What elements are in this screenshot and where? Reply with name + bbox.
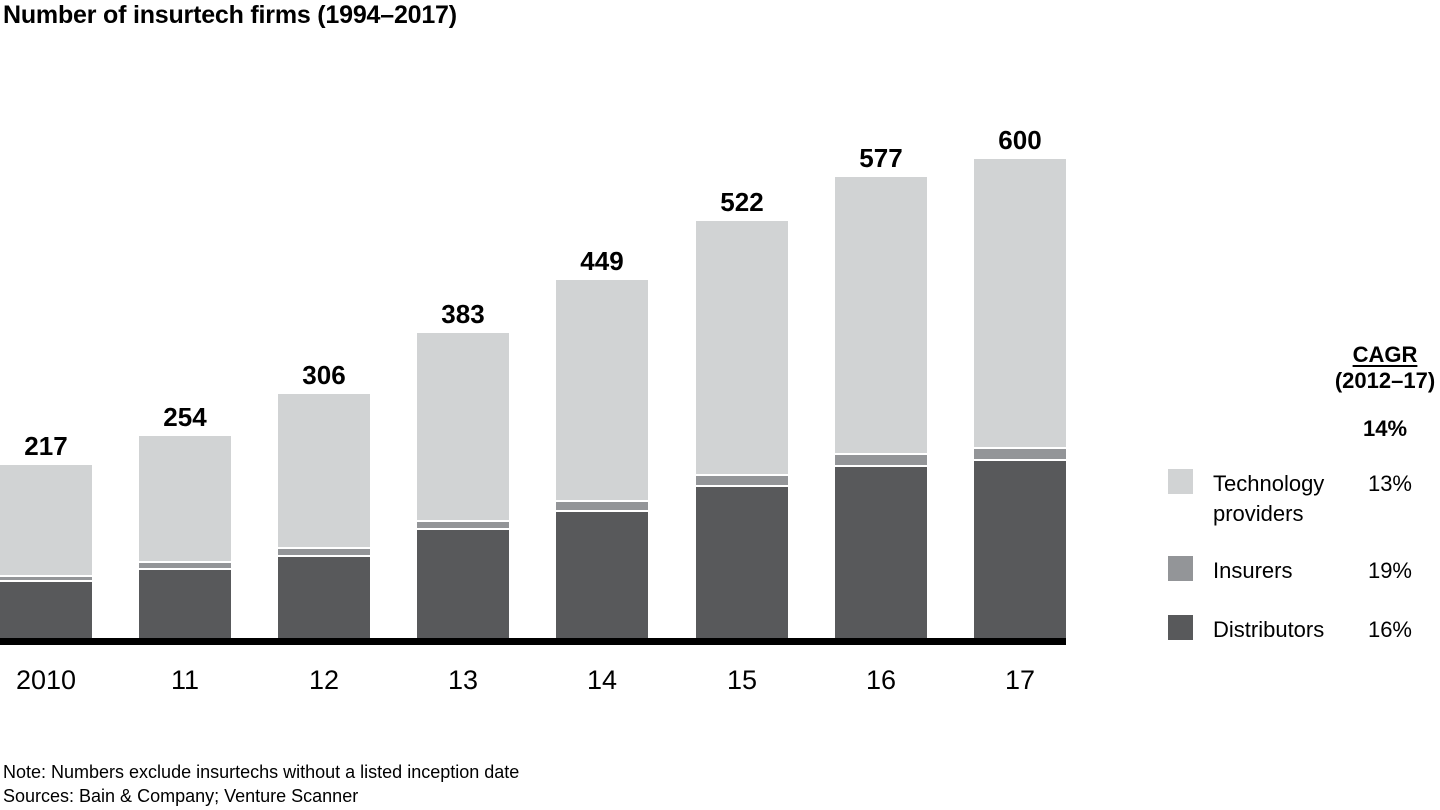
bar-segment-insurers-11: [139, 563, 231, 571]
bar-total-label-11: 254: [163, 401, 207, 432]
x-axis-label-11: 11: [170, 665, 200, 695]
legend-label: Technology providers: [1213, 471, 1325, 526]
legend-item-technology-providers: Technology providers 13%: [1168, 469, 1412, 529]
bar-segment-technology-16: [835, 177, 927, 455]
bar-total-label-14: 449: [580, 245, 624, 276]
insurers-swatch-icon: [1168, 556, 1193, 581]
bar-segment-distributors-14: [556, 511, 648, 639]
x-axis-label-16: 16: [865, 665, 897, 695]
bar-total-label-12: 306: [302, 360, 346, 391]
x-axis-line: [0, 638, 1066, 645]
legend-cagr-value: 16%: [1367, 617, 1412, 642]
plot-area: 217 2010 254 11 306 12 383 13 449 14 522 15 577 16 600…: [0, 125, 1066, 695]
bar-segment-technology-2010: [0, 465, 92, 577]
sources-line: Sources: Bain & Company; Venture Scanner: [3, 785, 359, 806]
bar-segment-distributors-15: [696, 487, 788, 639]
bar-segment-technology-13: [417, 332, 509, 523]
bar-segment-insurers-17: [974, 448, 1066, 462]
note-line: Note: Numbers exclude insurtechs without…: [3, 762, 520, 782]
x-axis-label-2010: 2010: [15, 665, 77, 695]
distributors-swatch-icon: [1168, 615, 1193, 640]
legend-label: Insurers: [1213, 558, 1293, 583]
bar-segment-technology-11: [139, 435, 231, 564]
technology-providers-swatch-icon: [1168, 469, 1193, 494]
bar-segment-insurers-16: [835, 455, 927, 467]
legend-label: Distributors: [1213, 617, 1325, 642]
x-axis-label-17: 17: [1004, 665, 1036, 695]
cagr-header-block: CAGR (2012–17) 14%: [1285, 342, 1440, 442]
stacked-bar-14: [556, 279, 648, 639]
bar-segment-insurers-12: [278, 549, 370, 558]
bar-total-label-17: 600: [998, 125, 1042, 155]
bar-total-label-16: 577: [859, 143, 903, 174]
legend-item-insurers: Insurers 19%: [1168, 556, 1412, 586]
legend-cagr-value: 19%: [1367, 558, 1412, 583]
chart-title: Number of insurtech firms (1994–2017): [3, 1, 457, 29]
bar-segment-technology-14: [556, 279, 648, 503]
bar-segment-insurers-13: [417, 522, 509, 531]
stacked-bar-11: [139, 435, 231, 639]
bar-total-label-13: 383: [441, 298, 485, 329]
bar-segment-technology-12: [278, 394, 370, 550]
x-axis-label-15: 15: [726, 665, 758, 695]
x-axis-label-13: 13: [447, 665, 479, 695]
stacked-bar-13: [417, 332, 509, 639]
bar-total-label-15: 522: [720, 187, 764, 218]
legend-item-distributors: Distributors 16%: [1168, 615, 1412, 645]
stacked-bar-16: [835, 177, 927, 639]
cagr-header-title: CAGR: [1352, 342, 1418, 367]
footnotes: Note: Numbers exclude insurtechs without…: [3, 761, 519, 808]
bar-segment-distributors-17: [974, 461, 1066, 639]
cagr-header-period: (2012–17): [1334, 368, 1436, 393]
bar-total-label-2010: 217: [24, 431, 68, 462]
bar-segment-technology-17: [974, 159, 1066, 449]
x-axis-label-14: 14: [586, 665, 618, 695]
bar-segment-insurers-14: [556, 502, 648, 512]
bar-segment-technology-15: [696, 221, 788, 476]
stacked-bar-2010: [0, 465, 92, 639]
cagr-total-value: 14%: [1362, 416, 1408, 441]
legend-cagr-value: 13%: [1367, 471, 1412, 496]
stacked-bar-12: [278, 394, 370, 639]
stacked-bar-17: [974, 159, 1066, 639]
bar-segment-distributors-2010: [0, 582, 92, 639]
x-axis-label-12: 12: [308, 665, 340, 695]
bar-segment-insurers-2010: [0, 576, 92, 583]
stacked-bar-15: [696, 221, 788, 639]
bar-segment-distributors-13: [417, 530, 509, 639]
bar-segment-insurers-15: [696, 475, 788, 487]
bar-segment-distributors-16: [835, 467, 927, 639]
bar-segment-distributors-12: [278, 557, 370, 639]
bar-segment-distributors-11: [139, 570, 231, 639]
